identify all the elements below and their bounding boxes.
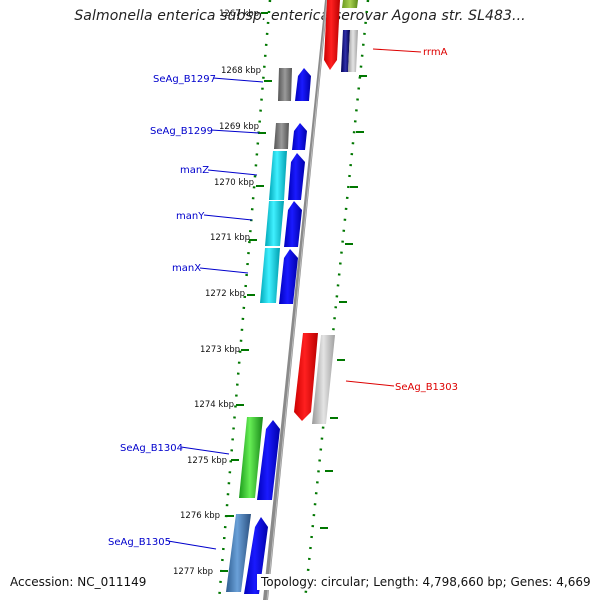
gene-label-SeAg_B1297: SeAg_B1297 <box>153 74 216 85</box>
gene-manX-homolog <box>260 248 280 303</box>
kbp-tick-label: 1277 kbp <box>173 567 213 577</box>
gene-SeAg_B1299-homolog <box>274 123 289 149</box>
kbp-tick-label: 1268 kbp <box>221 66 261 76</box>
kbp-tick-label: 1275 kbp <box>187 456 227 466</box>
ruler-outer-ticks <box>315 75 367 585</box>
kbp-tick-label: 1271 kbp <box>210 233 250 243</box>
gene-SeAg_B1305-homolog <box>226 514 251 592</box>
label-leader-lines <box>167 48 422 550</box>
gene-SeAg_B1305-arrow <box>244 517 268 594</box>
ruler-major-ticks <box>220 12 272 572</box>
gene-manX-arrow <box>279 249 298 304</box>
kbp-tick-label: 1273 kbp <box>200 345 240 355</box>
accession-label: Accession: NC_011149 <box>6 574 151 590</box>
gene-manY-arrow <box>284 201 302 247</box>
gene-SeAg_B1297-arrow <box>295 68 311 101</box>
gene-SeAg_B1304-arrow <box>257 420 280 500</box>
gene-feature-lightgray <box>348 30 358 72</box>
kbp-labels: 1267 kbp 1268 kbp 1269 kbp 1270 kbp 1271… <box>173 9 261 577</box>
kbp-tick-label: 1269 kbp <box>219 122 259 132</box>
gene-label-SeAg_B1299: SeAg_B1299 <box>150 126 213 137</box>
gene-SeAg_B1303-homolog <box>312 335 335 424</box>
gene-manY-homolog <box>265 201 284 246</box>
gene-label-SeAg_B1304: SeAg_B1304 <box>120 443 183 454</box>
gene-label-manX: manX <box>172 263 201 274</box>
ruler-track-inner <box>217 0 272 600</box>
gene-label-rrmA: rrmA <box>423 47 448 58</box>
map-title: Salmonella enterica subsp. enterica sero… <box>74 8 526 24</box>
gene-manZ-arrow <box>288 153 305 200</box>
gene-feature-olive <box>342 0 358 8</box>
backbone-highlight <box>266 0 328 600</box>
kbp-tick-label: 1272 kbp <box>205 289 245 299</box>
gene-SeAg_B1304-homolog <box>239 417 263 498</box>
kbp-tick-label: 1267 kbp <box>219 9 259 19</box>
gene-label-SeAg_B1305: SeAg_B1305 <box>108 537 171 548</box>
gene-SeAg_B1303-arrow <box>294 333 318 421</box>
gene-label-manZ: manZ <box>180 165 209 176</box>
gene-label-SeAg_B1303: SeAg_B1303 <box>395 382 458 393</box>
topology-label: Topology: circular; Length: 4,798,660 bp… <box>257 574 595 590</box>
kbp-tick-label: 1270 kbp <box>214 178 254 188</box>
gene-feature-navy <box>341 30 350 72</box>
ruler-track-outer <box>303 0 370 600</box>
gene-rrmA-arrow <box>324 0 340 70</box>
kbp-tick-label: 1274 kbp <box>194 400 234 410</box>
gene-SeAg_B1299-arrow <box>292 123 307 150</box>
gene-SeAg_B1297-homolog <box>278 68 292 101</box>
gene-label-manY: manY <box>176 211 205 222</box>
kbp-tick-label: 1276 kbp <box>180 511 220 521</box>
gene-manZ-homolog <box>269 151 287 200</box>
